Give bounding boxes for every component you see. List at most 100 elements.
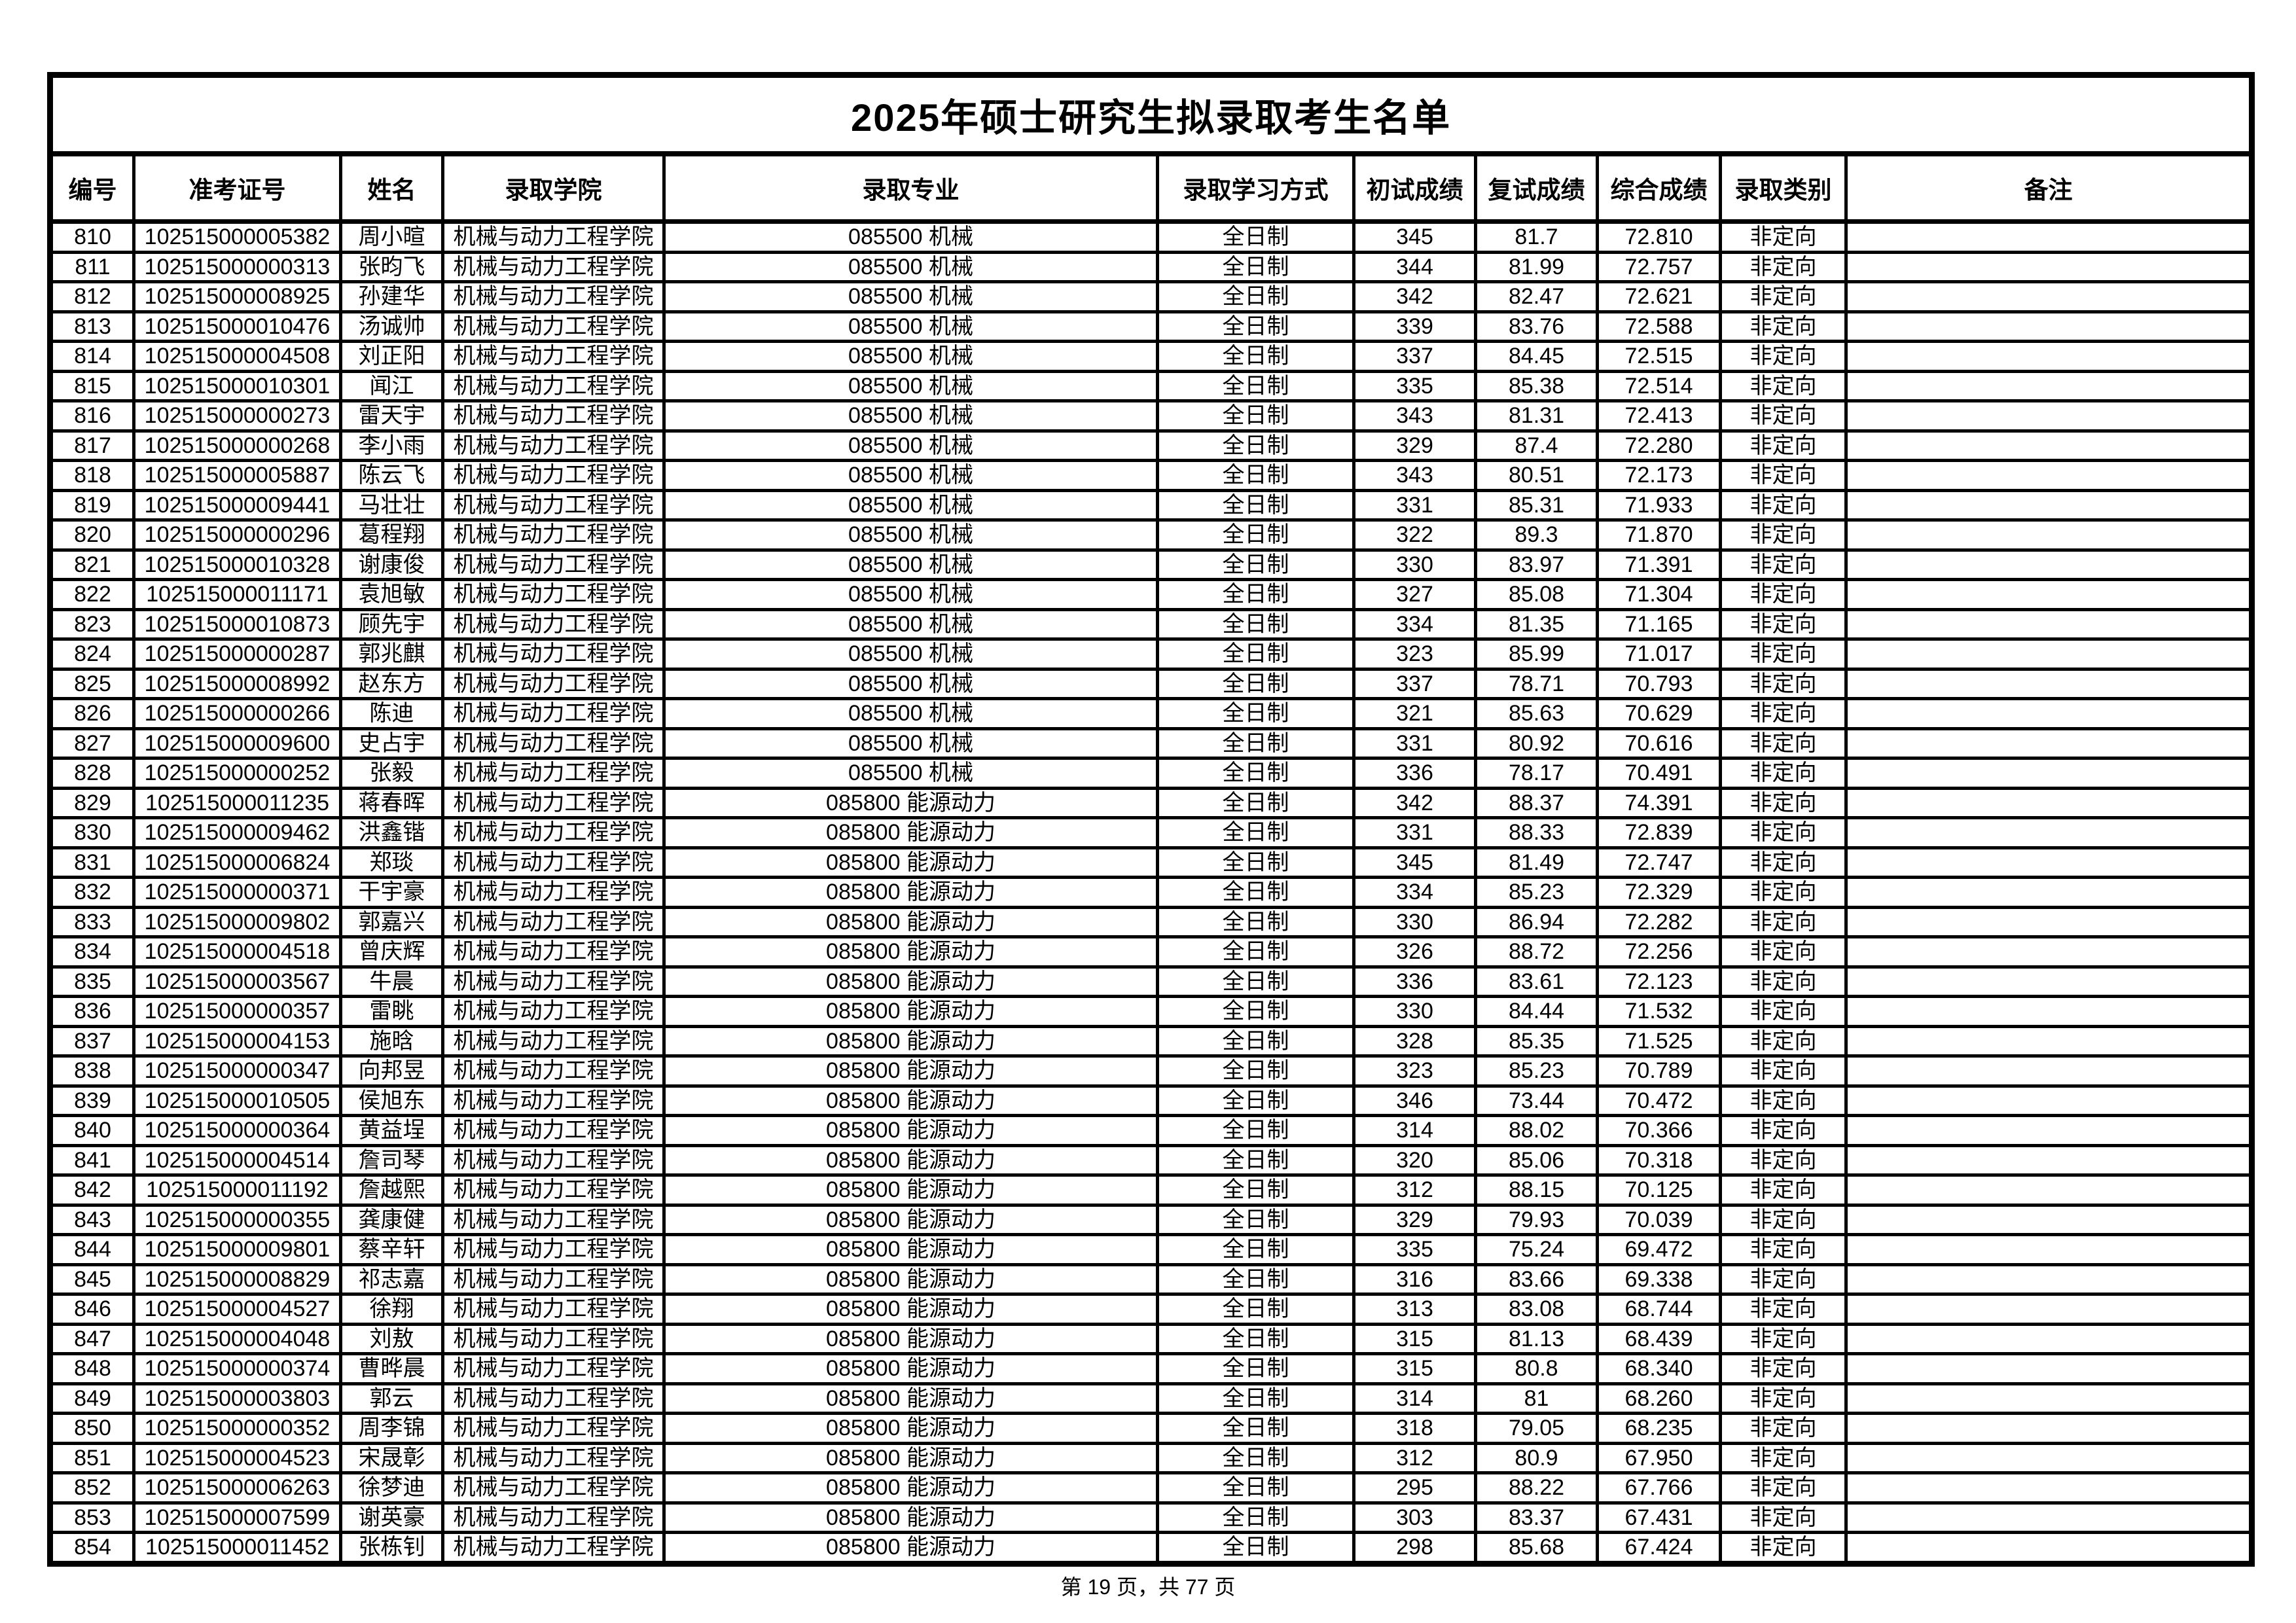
cell-college: 机械与动力工程学院: [441, 1471, 666, 1505]
cell-overall-score: 72.747: [1596, 846, 1722, 879]
column-header-initial-score: 初试成绩: [1352, 152, 1477, 224]
cell-college: 机械与动力工程学院: [441, 607, 666, 641]
cell-major: 085500 机械: [662, 459, 1159, 492]
cell-college: 机械与动力工程学院: [441, 965, 666, 998]
cell-mode: 全日制: [1156, 1412, 1355, 1445]
cell-category: 非定向: [1719, 816, 1848, 849]
cell-ticket: 102515000003803: [132, 1382, 342, 1415]
cell-remark: [1844, 518, 2254, 552]
cell-initial-score: 343: [1352, 399, 1477, 433]
cell-initial-score: 346: [1352, 1084, 1477, 1117]
cell-college: 机械与动力工程学院: [441, 220, 666, 254]
cell-no: 841: [48, 1143, 135, 1177]
table-row: 847 102515000004048 刘敖 机械与动力工程学院 085800 能源动力…: [48, 1322, 2254, 1355]
cell-name: 刘正阳: [339, 340, 444, 373]
cell-college: 机械与动力工程学院: [441, 340, 666, 373]
cell-no: 815: [48, 369, 135, 402]
cell-college: 机械与动力工程学院: [441, 667, 666, 700]
cell-overall-score: 72.413: [1596, 399, 1722, 433]
cell-overall-score: 67.431: [1596, 1501, 1722, 1534]
cell-ticket: 102515000011171: [132, 578, 342, 611]
cell-no: 832: [48, 876, 135, 909]
cell-retest-score: 85.68: [1474, 1531, 1599, 1565]
table-row: 826 102515000000266 陈迪 机械与动力工程学院 085500 机械 全日…: [48, 697, 2254, 730]
cell-college: 机械与动力工程学院: [441, 846, 666, 879]
table-row: 846 102515000004527 徐翔 机械与动力工程学院 085800 能源动力…: [48, 1293, 2254, 1326]
cell-remark: [1844, 757, 2254, 790]
cell-overall-score: 70.318: [1596, 1143, 1722, 1177]
cell-category: 非定向: [1719, 250, 1848, 283]
cell-category: 非定向: [1719, 1173, 1848, 1207]
cell-no: 828: [48, 757, 135, 790]
cell-initial-score: 320: [1352, 1143, 1477, 1177]
cell-overall-score: 72.329: [1596, 876, 1722, 909]
cell-initial-score: 321: [1352, 697, 1477, 730]
cell-initial-score: 337: [1352, 667, 1477, 700]
cell-college: 机械与动力工程学院: [441, 1173, 666, 1207]
cell-category: 非定向: [1719, 697, 1848, 730]
cell-name: 李小雨: [339, 429, 444, 462]
cell-retest-score: 81.13: [1474, 1322, 1599, 1355]
cell-mode: 全日制: [1156, 340, 1355, 373]
cell-no: 849: [48, 1382, 135, 1415]
cell-mode: 全日制: [1156, 1293, 1355, 1326]
cell-ticket: 102515000000364: [132, 1114, 342, 1147]
table-row: 851 102515000004523 宋晟彰 机械与动力工程学院 085800 能源动…: [48, 1441, 2254, 1474]
cell-major: 085500 机械: [662, 250, 1159, 283]
cell-ticket: 102515000000355: [132, 1203, 342, 1236]
cell-initial-score: 316: [1352, 1262, 1477, 1296]
cell-name: 龚康健: [339, 1203, 444, 1236]
table-row: 812 102515000008925 孙建华 机械与动力工程学院 085500 机械全…: [48, 280, 2254, 313]
cell-initial-score: 339: [1352, 310, 1477, 343]
cell-category: 非定向: [1719, 667, 1848, 700]
cell-remark: [1844, 1262, 2254, 1296]
cell-retest-score: 83.61: [1474, 965, 1599, 998]
cell-major: 085500 机械: [662, 726, 1159, 760]
cell-mode: 全日制: [1156, 995, 1355, 1028]
cell-college: 机械与动力工程学院: [441, 995, 666, 1028]
table-row: 815 102515000010301 闻江 机械与动力工程学院 085500 机械 全日…: [48, 369, 2254, 402]
cell-remark: [1844, 607, 2254, 641]
cell-ticket: 102515000000252: [132, 757, 342, 790]
cell-college: 机械与动力工程学院: [441, 518, 666, 552]
cell-college: 机械与动力工程学院: [441, 757, 666, 790]
cell-mode: 全日制: [1156, 816, 1355, 849]
cell-remark: [1844, 250, 2254, 283]
table-row: 822 102515000011171 袁旭敏 机械与动力工程学院 085500 机械全…: [48, 578, 2254, 611]
cell-name: 郭嘉兴: [339, 905, 444, 938]
cell-overall-score: 74.391: [1596, 786, 1722, 819]
cell-no: 824: [48, 637, 135, 671]
cell-no: 826: [48, 697, 135, 730]
cell-no: 814: [48, 340, 135, 373]
cell-remark: [1844, 578, 2254, 611]
table-row: 824 102515000000287 郭兆麒 机械与动力工程学院 085500 机械全…: [48, 637, 2254, 671]
cell-category: 非定向: [1719, 1114, 1848, 1147]
cell-initial-score: 323: [1352, 637, 1477, 671]
cell-category: 非定向: [1719, 1084, 1848, 1117]
cell-major: 085800 能源动力: [662, 1203, 1159, 1236]
cell-no: 852: [48, 1471, 135, 1505]
cell-overall-score: 71.870: [1596, 518, 1722, 552]
cell-retest-score: 88.72: [1474, 935, 1599, 969]
cell-name: 曾庆辉: [339, 935, 444, 969]
cell-ticket: 102515000004514: [132, 1143, 342, 1177]
table-row: 837 102515000004153 施晗 机械与动力工程学院 085800 能源动力…: [48, 1024, 2254, 1058]
cell-no: 847: [48, 1322, 135, 1355]
cell-college: 机械与动力工程学院: [441, 816, 666, 849]
cell-mode: 全日制: [1156, 518, 1355, 552]
cell-mode: 全日制: [1156, 280, 1355, 313]
cell-mode: 全日制: [1156, 1114, 1355, 1147]
cell-name: 干宇豪: [339, 876, 444, 909]
table-row: 845 102515000008829 祁志嘉 机械与动力工程学院 085800 能源动…: [48, 1262, 2254, 1296]
cell-retest-score: 81.35: [1474, 607, 1599, 641]
cell-remark: [1844, 340, 2254, 373]
cell-mode: 全日制: [1156, 1501, 1355, 1534]
cell-overall-score: 72.757: [1596, 250, 1722, 283]
cell-overall-score: 71.391: [1596, 548, 1722, 581]
cell-ticket: 102515000011235: [132, 786, 342, 819]
cell-mode: 全日制: [1156, 1203, 1355, 1236]
cell-college: 机械与动力工程学院: [441, 250, 666, 283]
cell-remark: [1844, 220, 2254, 254]
cell-category: 非定向: [1719, 786, 1848, 819]
cell-college: 机械与动力工程学院: [441, 399, 666, 433]
